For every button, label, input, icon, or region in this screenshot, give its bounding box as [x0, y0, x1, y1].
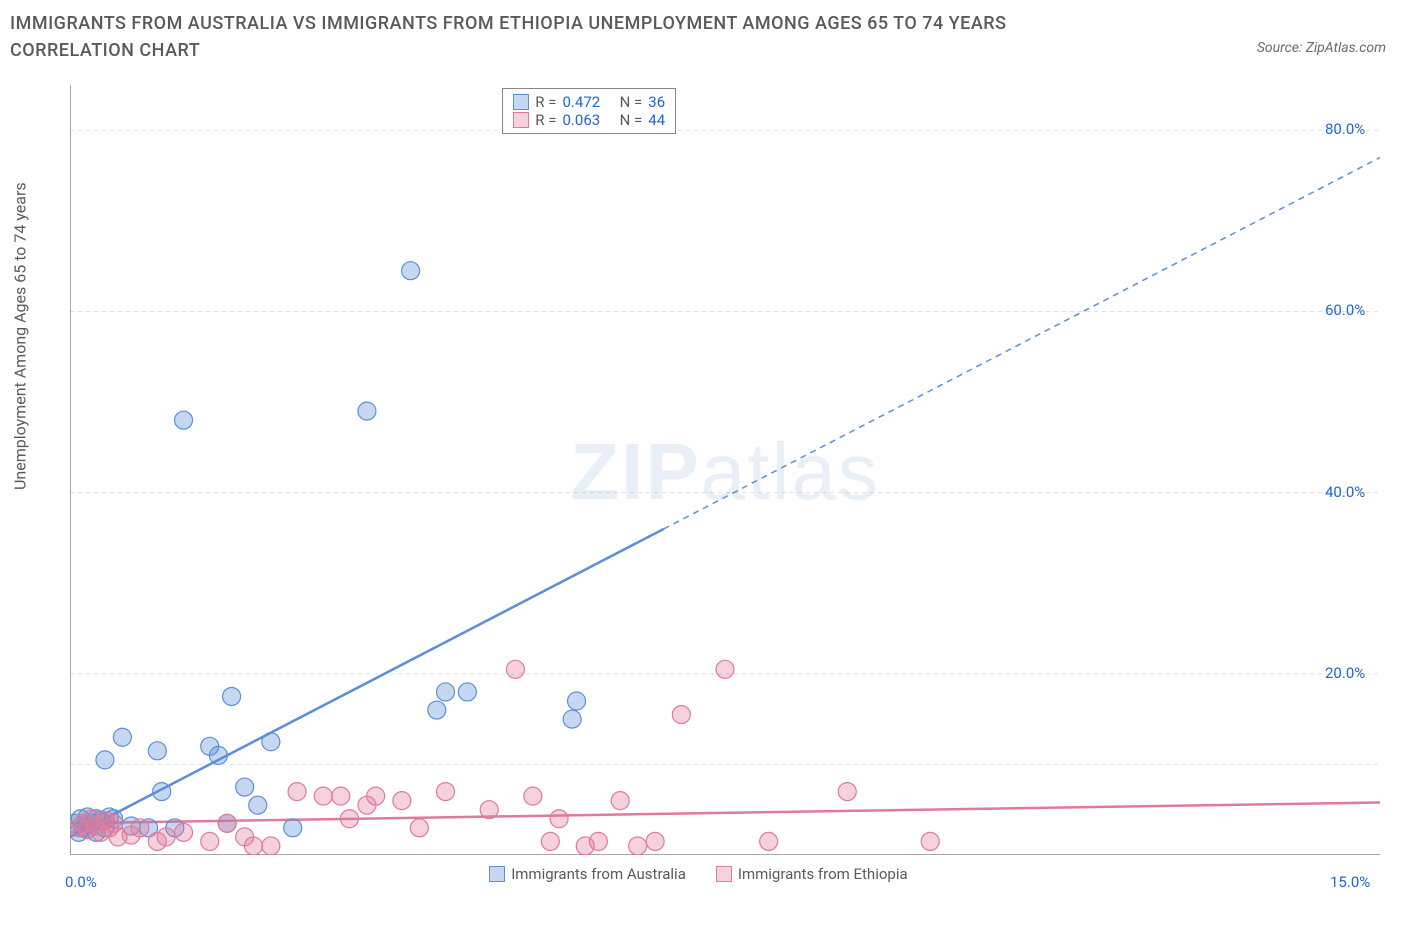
r-label: R = [535, 111, 556, 129]
r-value: 0.063 [563, 111, 601, 129]
chart-title: IMMIGRANTS FROM AUSTRALIA VS IMMIGRANTS … [10, 10, 1110, 64]
legend-label: Immigrants from Australia [511, 865, 686, 883]
swatch-icon [716, 866, 732, 882]
r-value: 0.472 [563, 93, 601, 111]
correlation-chart: IMMIGRANTS FROM AUSTRALIA VS IMMIGRANTS … [10, 10, 1396, 920]
n-value: 44 [648, 111, 665, 129]
plot-area: ZIPatlas [70, 85, 1380, 859]
n-value: 36 [648, 93, 665, 111]
legend-item-australia: Immigrants from Australia [489, 865, 686, 883]
source-attribution: Source: ZipAtlas.com [1257, 40, 1386, 56]
swatch-icon [513, 94, 529, 110]
stats-row-ethiopia: R = 0.063 N = 44 [513, 111, 665, 129]
swatch-icon [489, 866, 505, 882]
scatter-plot-svg [70, 85, 1380, 855]
y-tick-label: 60.0% [1325, 301, 1365, 319]
y-axis-label: Unemployment Among Ages 65 to 74 years [11, 182, 30, 490]
legend-item-ethiopia: Immigrants from Ethiopia [716, 865, 908, 883]
y-tick-label: 80.0% [1325, 120, 1365, 138]
y-tick-label: 40.0% [1325, 483, 1365, 501]
swatch-icon [513, 112, 529, 128]
legend-label: Immigrants from Ethiopia [738, 865, 908, 883]
series-legend: Immigrants from Australia Immigrants from… [489, 865, 907, 883]
x-axis-min-label: 0.0% [65, 873, 97, 891]
x-axis-max-label: 15.0% [1330, 873, 1370, 891]
stats-legend-box: R = 0.472 N = 36 R = 0.063 N = 44 [502, 88, 676, 134]
n-label: N = [620, 111, 643, 129]
stats-row-australia: R = 0.472 N = 36 [513, 93, 665, 111]
n-label: N = [620, 93, 643, 111]
r-label: R = [535, 93, 556, 111]
y-tick-label: 20.0% [1325, 664, 1365, 682]
